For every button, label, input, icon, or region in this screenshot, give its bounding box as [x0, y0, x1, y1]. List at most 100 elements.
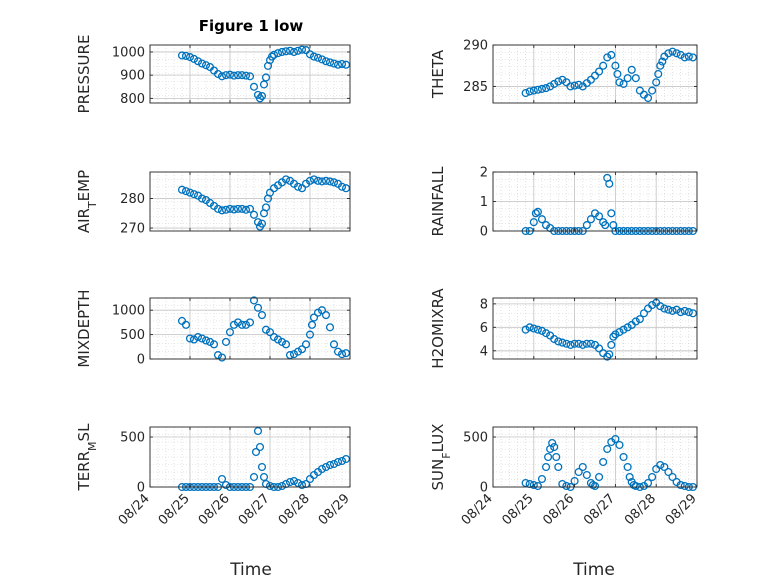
data-point — [197, 59, 207, 68]
data-point — [609, 332, 618, 341]
data-point — [552, 452, 561, 462]
data-point — [607, 340, 616, 349]
data-point — [189, 54, 199, 63]
data-point — [281, 47, 291, 56]
axes-box — [149, 426, 351, 488]
ticks — [149, 172, 351, 231]
data-point — [603, 53, 612, 62]
data-point — [297, 184, 307, 193]
data-point — [317, 464, 327, 474]
data-point — [531, 209, 540, 218]
data-point — [631, 317, 640, 326]
data-point — [229, 205, 239, 214]
data-point — [341, 60, 351, 69]
y-tick-label: 2 — [480, 166, 488, 181]
data-point — [177, 51, 187, 60]
y-axis-label: AIRTEMP — [75, 170, 99, 233]
data-point — [237, 71, 247, 80]
data-point — [537, 474, 547, 484]
data-point — [586, 75, 595, 84]
data-point — [253, 303, 263, 312]
data-point — [249, 210, 259, 219]
markers — [177, 296, 351, 362]
data-point — [521, 478, 530, 488]
data-point — [217, 206, 227, 215]
data-point — [257, 462, 267, 472]
data-point — [680, 481, 689, 491]
data-point — [570, 81, 579, 90]
data-point — [321, 57, 331, 66]
data-point — [676, 308, 685, 317]
y-tick-label: 1 — [480, 195, 488, 210]
data-point — [668, 472, 677, 482]
data-point — [688, 53, 697, 62]
data-point — [546, 82, 555, 91]
data-point — [313, 53, 323, 62]
data-point — [267, 52, 277, 61]
data-point — [297, 480, 307, 490]
y-tick-label: 290 — [463, 39, 488, 54]
data-point — [259, 472, 269, 482]
data-point — [293, 347, 303, 356]
y-axis-label: MIXDEPTH — [75, 289, 93, 367]
data-point — [273, 49, 283, 58]
data-point — [548, 438, 557, 448]
data-point — [269, 332, 279, 342]
data-point — [337, 59, 347, 69]
data-point — [197, 194, 207, 203]
axes-box — [492, 426, 698, 488]
data-point — [225, 70, 235, 79]
data-point — [221, 480, 231, 490]
data-point — [225, 328, 235, 337]
data-point — [337, 182, 347, 191]
data-point — [619, 325, 628, 334]
data-point — [586, 339, 595, 348]
data-point — [664, 49, 673, 58]
y-tick-label: 280 — [120, 192, 145, 207]
data-point — [562, 481, 571, 491]
data-point — [635, 86, 644, 95]
data-point — [613, 69, 622, 79]
data-point — [648, 86, 657, 95]
data-point — [181, 187, 191, 196]
data-point — [554, 462, 563, 472]
data-point — [233, 318, 243, 327]
subplot-theta: 285 290 THETA — [429, 39, 698, 104]
data-point — [317, 306, 327, 315]
data-point — [253, 426, 263, 436]
data-point — [301, 340, 311, 349]
y-tick-label: 285 — [463, 80, 488, 95]
data-point — [325, 58, 335, 67]
data-point — [313, 176, 323, 185]
markers — [177, 175, 351, 231]
data-point — [213, 204, 223, 213]
data-point — [654, 69, 663, 79]
data-point — [615, 78, 624, 87]
data-point — [341, 349, 351, 358]
subplot-rainfall: 0 1 2 RAINFALL — [429, 166, 698, 240]
data-point — [688, 309, 697, 318]
y-tick-label: 6 — [480, 321, 488, 336]
data-point — [537, 84, 547, 93]
data-point — [185, 53, 195, 62]
markers — [521, 298, 697, 361]
data-point — [635, 315, 644, 324]
data-point — [249, 472, 259, 482]
data-point — [285, 46, 295, 55]
data-point — [544, 452, 553, 462]
data-point — [529, 86, 538, 95]
y-axis-label: H2OMIXRA — [429, 288, 447, 369]
data-point — [615, 440, 624, 450]
data-point — [329, 340, 339, 349]
data-point — [261, 325, 271, 334]
data-point — [289, 476, 299, 486]
data-point — [285, 477, 295, 487]
data-point — [607, 209, 616, 218]
data-point — [289, 47, 299, 57]
data-point — [277, 47, 287, 57]
data-point — [237, 320, 247, 329]
data-point — [533, 481, 542, 491]
data-point — [221, 71, 231, 80]
y-tick-label: 4 — [480, 344, 488, 359]
